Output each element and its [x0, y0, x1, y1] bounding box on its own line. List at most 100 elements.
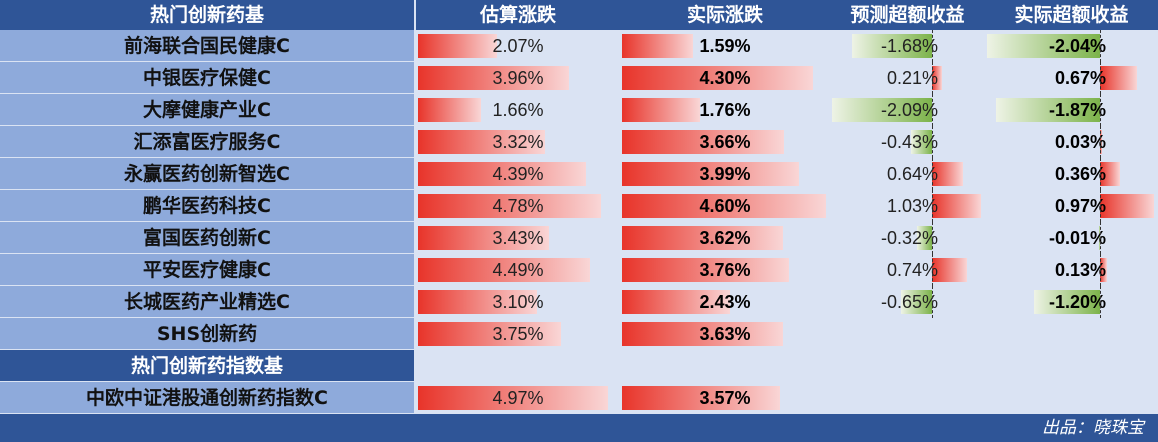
value: 0.13% — [1054, 260, 1106, 280]
data-bar — [851, 34, 932, 58]
fund-name: 平安医疗健康C — [0, 254, 414, 286]
value: 4.49% — [492, 260, 544, 280]
value: 3.99% — [699, 164, 751, 184]
value: 3.76% — [699, 260, 751, 280]
value: 1.03% — [886, 196, 938, 216]
fund-name: SHS创新药 — [0, 318, 414, 350]
value: -0.65% — [880, 292, 938, 312]
data-bar — [418, 130, 545, 154]
value: 3.96% — [492, 68, 544, 88]
value: 4.97% — [492, 388, 544, 408]
value: -1.87% — [1048, 100, 1106, 120]
data-bar — [1099, 226, 1100, 250]
fund-name: 大摩健康产业C — [0, 94, 414, 126]
value: 0.36% — [1054, 164, 1106, 184]
value: 4.39% — [492, 164, 544, 184]
data-bar — [932, 258, 968, 282]
value: 1.66% — [492, 100, 544, 120]
data-bar — [1100, 66, 1138, 90]
data-bar — [622, 162, 799, 186]
zero-line — [932, 126, 933, 158]
data-bar — [622, 98, 701, 122]
zero-line — [932, 30, 933, 62]
data-bar — [1100, 162, 1120, 186]
zero-line — [1100, 158, 1101, 190]
fund-name: 汇添富医疗服务C — [0, 126, 414, 158]
data-bar — [418, 258, 590, 282]
fund-name: 富国医药创新C — [0, 222, 414, 254]
data-bar — [900, 290, 932, 314]
value: 0.67% — [1054, 68, 1106, 88]
value: 0.64% — [886, 164, 938, 184]
value: 0.74% — [886, 260, 938, 280]
section-title: 热门创新药指数基 — [0, 350, 414, 382]
data-bar — [1100, 194, 1154, 218]
zero-line — [932, 254, 933, 286]
zero-line — [932, 286, 933, 318]
data-bar — [418, 194, 601, 218]
data-bar — [1033, 290, 1100, 314]
data-bar — [418, 34, 498, 58]
value: 0.03% — [1054, 132, 1106, 152]
zero-line — [932, 222, 933, 254]
value: 3.43% — [492, 228, 544, 248]
fund-name: 长城医药产业精选C — [0, 286, 414, 318]
data-bar — [622, 34, 693, 58]
data-bar — [911, 130, 932, 154]
header-cell: 热门创新药基 — [0, 0, 414, 30]
zero-line — [932, 158, 933, 190]
data-bar — [987, 34, 1100, 58]
zero-line — [1100, 30, 1101, 62]
footer-bar — [0, 414, 1158, 442]
data-bar — [932, 66, 943, 90]
value: -1.20% — [1048, 292, 1106, 312]
value: 3.32% — [492, 132, 544, 152]
value: 0.97% — [1054, 196, 1106, 216]
header-cell: 实际超额收益 — [985, 0, 1158, 30]
data-bar — [996, 98, 1100, 122]
fund-name: 中欧中证港股通创新药指数C — [0, 382, 414, 414]
value: -0.32% — [880, 228, 938, 248]
data-bar — [418, 322, 562, 346]
value: 3.10% — [492, 292, 544, 312]
header-cell: 预测超额收益 — [830, 0, 985, 30]
value: 3.75% — [492, 324, 544, 344]
value: 3.57% — [699, 388, 751, 408]
value: 2.07% — [492, 36, 544, 56]
header-cell: 估算涨跌 — [416, 0, 620, 30]
zero-line — [1100, 190, 1101, 222]
value: 3.66% — [699, 132, 751, 152]
data-bar — [418, 162, 586, 186]
data-bar — [622, 322, 783, 346]
zero-line — [932, 62, 933, 94]
data-bar — [832, 98, 932, 122]
fund-name: 前海联合国民健康C — [0, 30, 414, 62]
fund-name: 永赢医药创新智选C — [0, 158, 414, 190]
value: 3.63% — [699, 324, 751, 344]
data-bar — [622, 226, 783, 250]
value: 0.21% — [886, 68, 938, 88]
zero-line — [1100, 286, 1101, 318]
data-bar — [418, 98, 482, 122]
data-bar — [622, 66, 813, 90]
zero-line — [1100, 126, 1101, 158]
data-bar — [418, 290, 537, 314]
value: 4.60% — [699, 196, 751, 216]
footer: 出品：晓珠宝 — [1042, 418, 1144, 438]
header-cell: 实际涨跌 — [620, 0, 830, 30]
value: 3.62% — [699, 228, 751, 248]
data-bar — [622, 290, 730, 314]
data-bar — [932, 162, 963, 186]
zero-line — [1100, 94, 1101, 126]
zero-line — [1100, 222, 1101, 254]
zero-line — [1100, 62, 1101, 94]
zero-line — [932, 94, 933, 126]
value: 4.30% — [699, 68, 751, 88]
value: -2.09% — [880, 100, 938, 120]
fund-name: 鹏华医药科技C — [0, 190, 414, 222]
value: 1.59% — [699, 36, 751, 56]
zero-line — [1100, 254, 1101, 286]
value: -0.43% — [880, 132, 938, 152]
value: -1.68% — [880, 36, 938, 56]
